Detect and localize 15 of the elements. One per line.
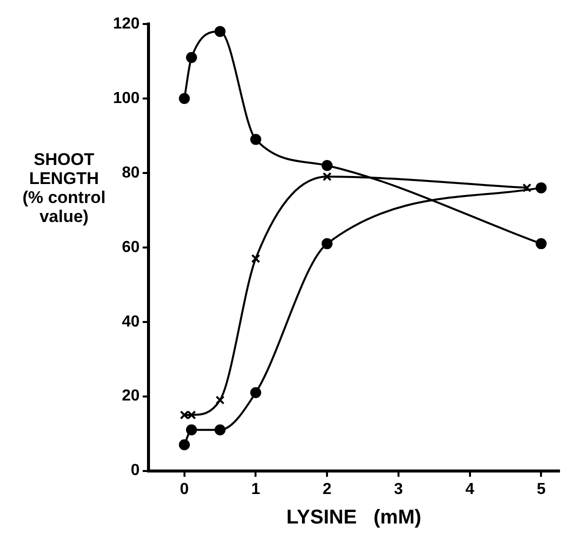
y-axis-title: SHOOT LENGTH (% control value) <box>22 150 106 226</box>
x-tick-label: 3 <box>394 480 403 498</box>
y-tick-label: 40 <box>122 313 140 330</box>
x-tick-label: 0 <box>180 480 189 498</box>
y-tick-label: 0 <box>130 462 140 480</box>
x-axis-title: LYSINE (mM) <box>286 506 422 529</box>
y-tick-label: 20 <box>122 388 140 405</box>
y-tick-label: 60 <box>122 238 140 256</box>
x-tick-label: 4 <box>465 480 474 498</box>
y-tick-label: 80 <box>122 164 140 182</box>
y-tick-label: 120 <box>112 15 140 32</box>
x-tick-label: 1 <box>251 480 260 498</box>
x-tick-label: 2 <box>322 480 332 498</box>
y-tick-label: 100 <box>112 90 140 107</box>
x-tick-label: 5 <box>536 480 546 498</box>
